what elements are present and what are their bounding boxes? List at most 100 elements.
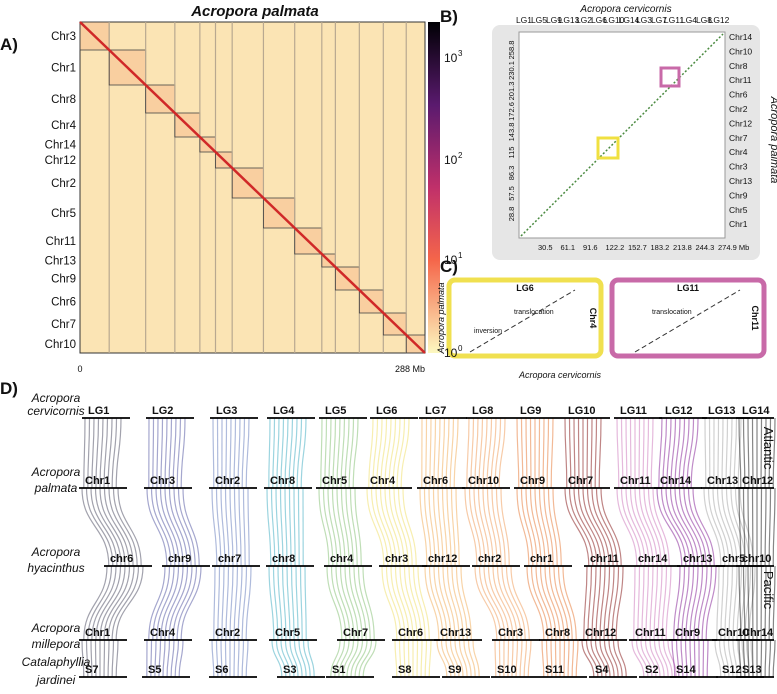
chromosome-label: Chr10 <box>468 475 499 487</box>
panel-label: B) <box>440 7 458 26</box>
synteny-line <box>245 565 252 641</box>
synteny-line <box>523 639 528 678</box>
synteny-line <box>446 487 452 567</box>
synteny-line <box>575 639 579 678</box>
synteny-line <box>468 487 482 567</box>
synteny-line <box>297 487 300 567</box>
synteny-line <box>388 417 397 489</box>
synteny-line <box>449 417 455 489</box>
synteny-line <box>520 417 524 489</box>
chromosome-label: Chr6 <box>398 627 423 639</box>
x-tick-label: 274.9 Mb <box>718 243 749 252</box>
synteny-line <box>81 487 110 567</box>
synteny-line <box>684 639 688 678</box>
synteny-line <box>568 417 572 489</box>
synteny-line <box>440 639 452 678</box>
synteny-line <box>85 487 114 567</box>
synteny-line <box>429 417 432 489</box>
synteny-line <box>692 487 715 567</box>
synteny-line <box>599 565 606 641</box>
synteny-line <box>340 487 350 567</box>
synteny-line <box>482 417 488 489</box>
species-epithet: millepora <box>32 637 81 651</box>
synteny-line <box>95 565 122 641</box>
synteny-line <box>180 565 202 641</box>
synteny-line <box>571 639 575 678</box>
synteny-line <box>345 487 354 567</box>
synteny-line <box>388 487 405 567</box>
synteny-line <box>160 417 164 489</box>
synteny-line <box>156 565 175 641</box>
chromosome-label: chr9 <box>168 553 191 565</box>
synteny-line <box>603 565 611 641</box>
synteny-line <box>370 487 389 567</box>
synteny-line <box>678 487 703 567</box>
lg-label: LG14 <box>619 15 640 25</box>
synteny-line <box>653 565 659 641</box>
synteny-line <box>603 639 615 678</box>
synteny-line <box>546 417 550 489</box>
synteny-line <box>641 565 645 641</box>
synteny-line <box>772 487 776 567</box>
synteny-line <box>107 639 110 678</box>
synteny-line <box>667 639 677 678</box>
chromosome-label: Chr13 <box>45 256 76 268</box>
chromosome-label: Chr14 <box>742 627 774 639</box>
colorbar-tick: 10 <box>444 253 458 267</box>
chromosome-label: S8 <box>398 664 411 676</box>
species-epithet: palmata <box>34 481 78 495</box>
synteny-line <box>332 417 337 489</box>
synteny-line <box>642 417 645 489</box>
panel-label: C) <box>440 257 458 276</box>
chromosome-label: Chr10 <box>718 627 749 639</box>
chromosome-label: Chr9 <box>675 627 700 639</box>
y-tick-label: 86.3 <box>507 166 516 181</box>
synteny-line <box>463 639 472 678</box>
synteny-line <box>455 487 460 567</box>
synteny-line <box>616 417 620 489</box>
chromosome-label: S9 <box>448 664 461 676</box>
chromosome-label: Chr3 <box>51 31 76 43</box>
synteny-line <box>671 639 676 678</box>
synteny-line <box>172 565 193 641</box>
synteny-line <box>238 487 242 567</box>
synteny-line <box>229 417 232 489</box>
synteny-line <box>620 487 642 567</box>
inset-lg6 <box>446 277 604 359</box>
chromosome-label: Chr13 <box>440 627 471 639</box>
synteny-line <box>403 639 406 678</box>
colorbar <box>428 22 440 353</box>
synteny-line <box>268 417 271 489</box>
synteny-line <box>449 639 460 678</box>
chromosome-label: Chr2 <box>215 627 240 639</box>
synteny-line <box>550 417 554 489</box>
synteny-line <box>677 565 686 641</box>
synteny-line <box>564 417 568 489</box>
lg-label: LG3 <box>636 15 652 25</box>
synteny-line <box>653 639 665 678</box>
synteny-line <box>581 639 595 678</box>
synteny-line <box>445 417 450 489</box>
synteny-line <box>516 487 530 567</box>
chr-label: Chr9 <box>729 190 748 200</box>
synteny-line <box>276 417 280 489</box>
synteny-line <box>87 565 113 641</box>
synteny-line <box>229 487 234 567</box>
synteny-line <box>649 565 654 641</box>
y-tick-label: 172.6 <box>507 102 516 121</box>
synteny-line <box>701 565 713 641</box>
synteny-line <box>716 487 734 567</box>
synteny-line <box>611 565 620 641</box>
chromosome-label: LG4 <box>273 405 295 417</box>
synteny-line <box>674 417 681 489</box>
synteny-line <box>339 565 355 641</box>
synteny-line <box>393 487 409 567</box>
chromosome-label: S1 <box>332 664 345 676</box>
synteny-line <box>112 487 138 567</box>
synteny-line <box>174 639 180 678</box>
chromosome-label: Chr3 <box>498 627 523 639</box>
synteny-line <box>665 565 672 641</box>
synteny-line <box>330 639 341 678</box>
synteny-line <box>721 487 738 567</box>
synteny-line <box>381 565 398 641</box>
